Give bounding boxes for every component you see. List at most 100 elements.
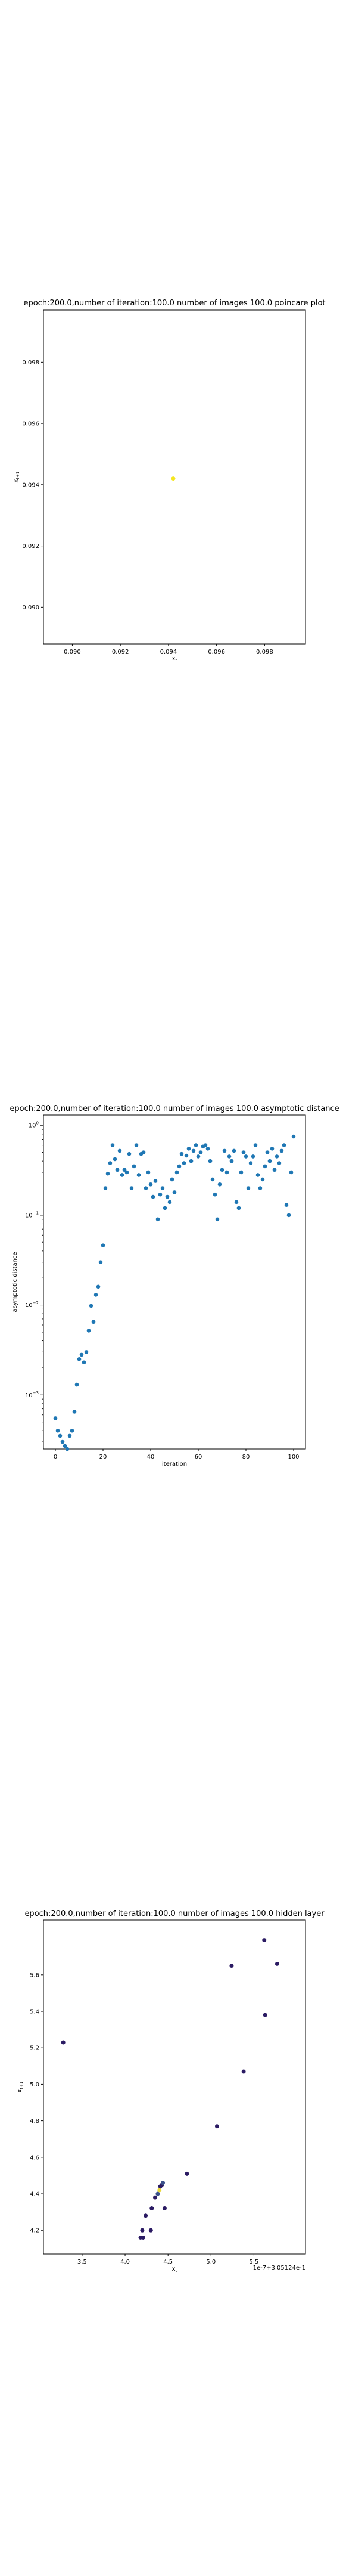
data-point [103, 1186, 108, 1190]
data-point [277, 1161, 282, 1165]
y-tick-label: 4.8 [30, 2118, 39, 2125]
poincare-title: epoch:200.0,number of iteration:100.0 nu… [23, 299, 325, 308]
data-point [151, 1194, 155, 1199]
data-point [129, 1186, 134, 1190]
y-tick-label: 10−1 [25, 1210, 39, 1219]
data-point [239, 1170, 244, 1175]
data-point [291, 1134, 296, 1139]
data-point [189, 1159, 194, 1163]
data-point [244, 1154, 248, 1159]
data-point [61, 2040, 66, 2045]
data-point [110, 1143, 115, 1147]
data-point [63, 1444, 67, 1448]
data-point [155, 1217, 160, 1222]
data-point [67, 1433, 72, 1438]
x-tick-label: 40 [147, 1454, 155, 1460]
data-point [163, 1206, 167, 1210]
asymptotic-y-label: asymptotic distance [12, 1252, 18, 1312]
data-point [162, 2206, 167, 2210]
x-tick-label: 0.090 [64, 649, 81, 655]
data-point [140, 2228, 145, 2233]
data-point [167, 1200, 172, 1205]
data-point [124, 1170, 129, 1175]
data-point [255, 1173, 260, 1177]
data-point [170, 1177, 174, 1182]
data-point [186, 1146, 191, 1151]
data-point [158, 1192, 163, 1197]
data-point [115, 1168, 120, 1172]
x-tick-label: 0.098 [256, 649, 273, 655]
x-tick-label: 20 [99, 1454, 107, 1460]
data-point [82, 1360, 86, 1365]
data-point [282, 1143, 286, 1147]
data-point [262, 1938, 267, 1943]
x-tick-label: 0.092 [112, 649, 129, 655]
poincare-y-ticks: 0.090 0.092 0.094 0.096 0.098 [22, 360, 43, 611]
data-point [148, 1182, 153, 1187]
hidden-layer-axes-frame [43, 1919, 306, 2255]
data-point [96, 1284, 101, 1289]
data-point [236, 1206, 241, 1210]
data-point [177, 1164, 182, 1169]
data-point [172, 1190, 177, 1194]
data-point [105, 1171, 110, 1176]
data-point [279, 1148, 284, 1153]
data-point [84, 1350, 89, 1354]
x-tick-label: 5.0 [206, 2259, 216, 2265]
x-tick-label: 100 [288, 1454, 299, 1460]
data-point [194, 1143, 198, 1147]
data-point [108, 1161, 113, 1165]
hidden-layer-y-ticks: 4.2 4.4 4.6 4.8 5.0 5.2 5.4 5.6 [30, 1972, 43, 2234]
data-point [246, 1186, 251, 1190]
data-point [144, 2213, 148, 2218]
hidden-layer-x-label: xt [172, 2266, 177, 2273]
data-point [229, 1964, 234, 1968]
data-point [77, 1357, 82, 1361]
hidden-layer-x-ticks: 3.5 4.0 4.5 5.0 5.5 [77, 2254, 258, 2265]
asymptotic-points [53, 1134, 296, 1451]
data-point [146, 1170, 151, 1175]
data-point [253, 1143, 258, 1147]
poincare-chart: epoch:200.0,number of iteration:100.0 nu… [13, 299, 326, 662]
y-tick-label: 5.0 [30, 2082, 39, 2088]
hidden-layer-title: epoch:200.0,number of iteration:100.0 nu… [24, 1909, 325, 1918]
data-point [141, 1150, 146, 1154]
data-point [222, 1148, 227, 1153]
x-tick-label: 0.094 [160, 649, 177, 655]
y-tick-label: 0.090 [22, 605, 39, 611]
asymptotic-distance-chart: epoch:200.0,number of iteration:100.0 nu… [10, 1104, 339, 1467]
y-tick-label: 0.092 [22, 543, 39, 550]
data-point [93, 1293, 98, 1297]
x-tick-label: 0.096 [208, 649, 225, 655]
data-point [117, 1148, 122, 1153]
data-point [98, 1260, 103, 1264]
data-point [251, 1154, 255, 1159]
data-point [127, 1151, 132, 1156]
data-point [248, 1161, 253, 1165]
data-point [232, 1148, 236, 1153]
data-point [215, 1217, 220, 1222]
data-point [55, 1428, 60, 1433]
data-point [241, 1150, 246, 1154]
y-tick-label: 4.2 [30, 2228, 39, 2234]
data-point [272, 1168, 277, 1172]
data-point [185, 2171, 189, 2176]
data-point [122, 1168, 127, 1172]
data-point [171, 476, 176, 481]
y-tick-label: 5.4 [30, 2009, 39, 2015]
data-point [205, 1146, 210, 1151]
data-point [267, 1159, 272, 1163]
data-point [263, 2012, 267, 2017]
data-point [214, 2124, 219, 2129]
data-point [191, 1148, 196, 1153]
data-point [134, 1143, 139, 1147]
poincare-y-label: xt+1 [13, 472, 20, 483]
y-tick-label: 4.4 [30, 2191, 39, 2198]
data-point [141, 2235, 145, 2240]
x-tick-label: 3.5 [77, 2259, 87, 2265]
data-point [60, 1439, 65, 1444]
y-tick-label: 0.098 [22, 360, 39, 366]
data-point [91, 1320, 96, 1324]
data-point [165, 1194, 170, 1199]
data-point [157, 2188, 162, 2193]
